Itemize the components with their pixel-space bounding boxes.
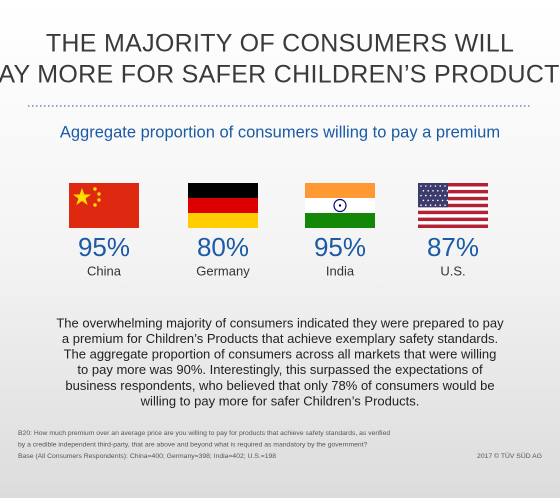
- flag-star: [429, 185, 432, 187]
- percent: 95%: [314, 232, 366, 262]
- body-text: a premium for Children’s Products that a…: [62, 331, 498, 346]
- country: Germany: [196, 263, 250, 278]
- body-text: willing to pay more for safer Children’s…: [140, 393, 420, 408]
- flag-stripe: [418, 189, 488, 194]
- flag-star: [444, 194, 446, 197]
- subtitle: Aggregate proportion of consumers willin…: [60, 123, 500, 141]
- flag-star: [432, 190, 434, 192]
- percent: 80%: [197, 232, 249, 262]
- flag-star: [434, 185, 437, 187]
- flag-star: [425, 204, 427, 206]
- flag-star: [432, 199, 434, 202]
- flag-stripe: [418, 196, 488, 201]
- flag-star: [420, 204, 422, 206]
- flag-star: [422, 190, 425, 192]
- country: India: [326, 263, 355, 278]
- flag-stripe: [418, 217, 488, 222]
- flag-stripe: [418, 224, 488, 228]
- body-text: to pay more was 90%. Interestingly, this…: [77, 362, 483, 377]
- title: PAY MORE FOR SAFER CHILDREN’S PRODUCTS: [0, 61, 560, 89]
- flag-star: [439, 204, 442, 206]
- country: U.S.: [440, 263, 465, 278]
- flag-canton: [418, 183, 448, 208]
- country: China: [87, 263, 122, 278]
- flag-star: [441, 199, 444, 202]
- flag-us: [418, 183, 488, 228]
- flag-star: [434, 204, 437, 206]
- flag-star: [439, 185, 442, 187]
- footnote: B20: How much premium over an average pr…: [18, 430, 390, 437]
- flag-germany: [188, 183, 258, 228]
- flag-star: [444, 185, 446, 187]
- flag-stripe: [418, 183, 488, 187]
- percent: 95%: [78, 232, 130, 262]
- body-text: The aggregate proportion of consumers ac…: [64, 347, 497, 362]
- flag-star: [425, 185, 427, 187]
- flag-star: [434, 194, 437, 197]
- flag-star: [425, 194, 427, 197]
- flag-stripe: [418, 203, 488, 208]
- flag-star: [444, 204, 446, 206]
- copyright: 2017 © TÜV SÜD AG: [477, 452, 542, 460]
- flag-star: [429, 204, 432, 206]
- flag-star: [420, 194, 422, 197]
- flag-star: [422, 199, 425, 202]
- flag-india: [305, 183, 375, 228]
- body-text: business respondents, who believed that …: [65, 378, 494, 393]
- flag-star: [439, 194, 442, 197]
- footnote: by a credible independent third-party, t…: [18, 441, 368, 448]
- flag-star: [446, 199, 449, 202]
- title: THE MAJORITY OF CONSUMERS WILL: [46, 30, 514, 58]
- footnote: Base (All Consumers Respondents): China=…: [18, 453, 276, 460]
- flag-star: [420, 185, 422, 187]
- percent: 87%: [427, 232, 479, 262]
- body-text: The overwhelming majority of consumers i…: [56, 315, 504, 330]
- flag-stripe: [418, 210, 488, 215]
- flag-star: [427, 199, 430, 202]
- flag-star: [441, 190, 444, 192]
- flag-star: [437, 190, 439, 192]
- flag-star: [427, 190, 430, 192]
- flag-star: [437, 199, 439, 202]
- flag-china: [69, 183, 139, 228]
- flag-star: [446, 190, 449, 192]
- flag-star: [429, 194, 432, 197]
